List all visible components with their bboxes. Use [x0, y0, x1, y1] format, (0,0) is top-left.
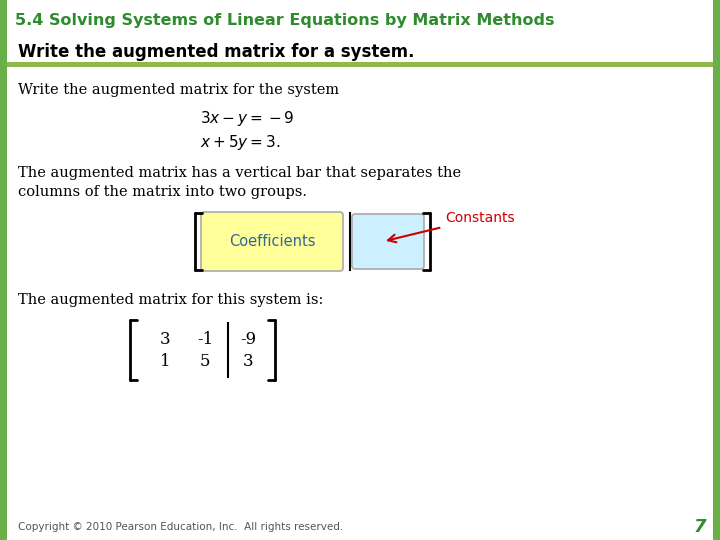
Text: Coefficients: Coefficients — [229, 234, 315, 249]
Text: 5.4 Solving Systems of Linear Equations by Matrix Methods: 5.4 Solving Systems of Linear Equations … — [15, 12, 554, 28]
Text: The augmented matrix has a vertical bar that separates the: The augmented matrix has a vertical bar … — [18, 166, 461, 180]
FancyBboxPatch shape — [352, 214, 424, 269]
Text: -1: -1 — [197, 332, 213, 348]
Text: Copyright © 2010 Pearson Education, Inc.  All rights reserved.: Copyright © 2010 Pearson Education, Inc.… — [18, 522, 343, 532]
Text: Write the augmented matrix for the system: Write the augmented matrix for the syste… — [18, 83, 339, 97]
Bar — [7, 62, 713, 67]
Text: Write the augmented matrix for a system.: Write the augmented matrix for a system. — [18, 43, 415, 61]
Text: columns of the matrix into two groups.: columns of the matrix into two groups. — [18, 185, 307, 199]
Text: The augmented matrix for this system is:: The augmented matrix for this system is: — [18, 293, 323, 307]
Text: $x+5y=3.$: $x+5y=3.$ — [200, 133, 281, 152]
Text: $3x-y=-9$: $3x-y=-9$ — [200, 109, 294, 127]
Bar — [713, 0, 720, 540]
Text: 3: 3 — [243, 354, 253, 370]
Text: 7: 7 — [694, 518, 706, 536]
Text: 5: 5 — [199, 354, 210, 370]
Bar — [0, 0, 7, 540]
FancyBboxPatch shape — [201, 212, 343, 271]
Text: 3: 3 — [160, 332, 171, 348]
Text: -9: -9 — [240, 332, 256, 348]
Text: Constants: Constants — [388, 211, 515, 242]
Text: 1: 1 — [160, 354, 171, 370]
